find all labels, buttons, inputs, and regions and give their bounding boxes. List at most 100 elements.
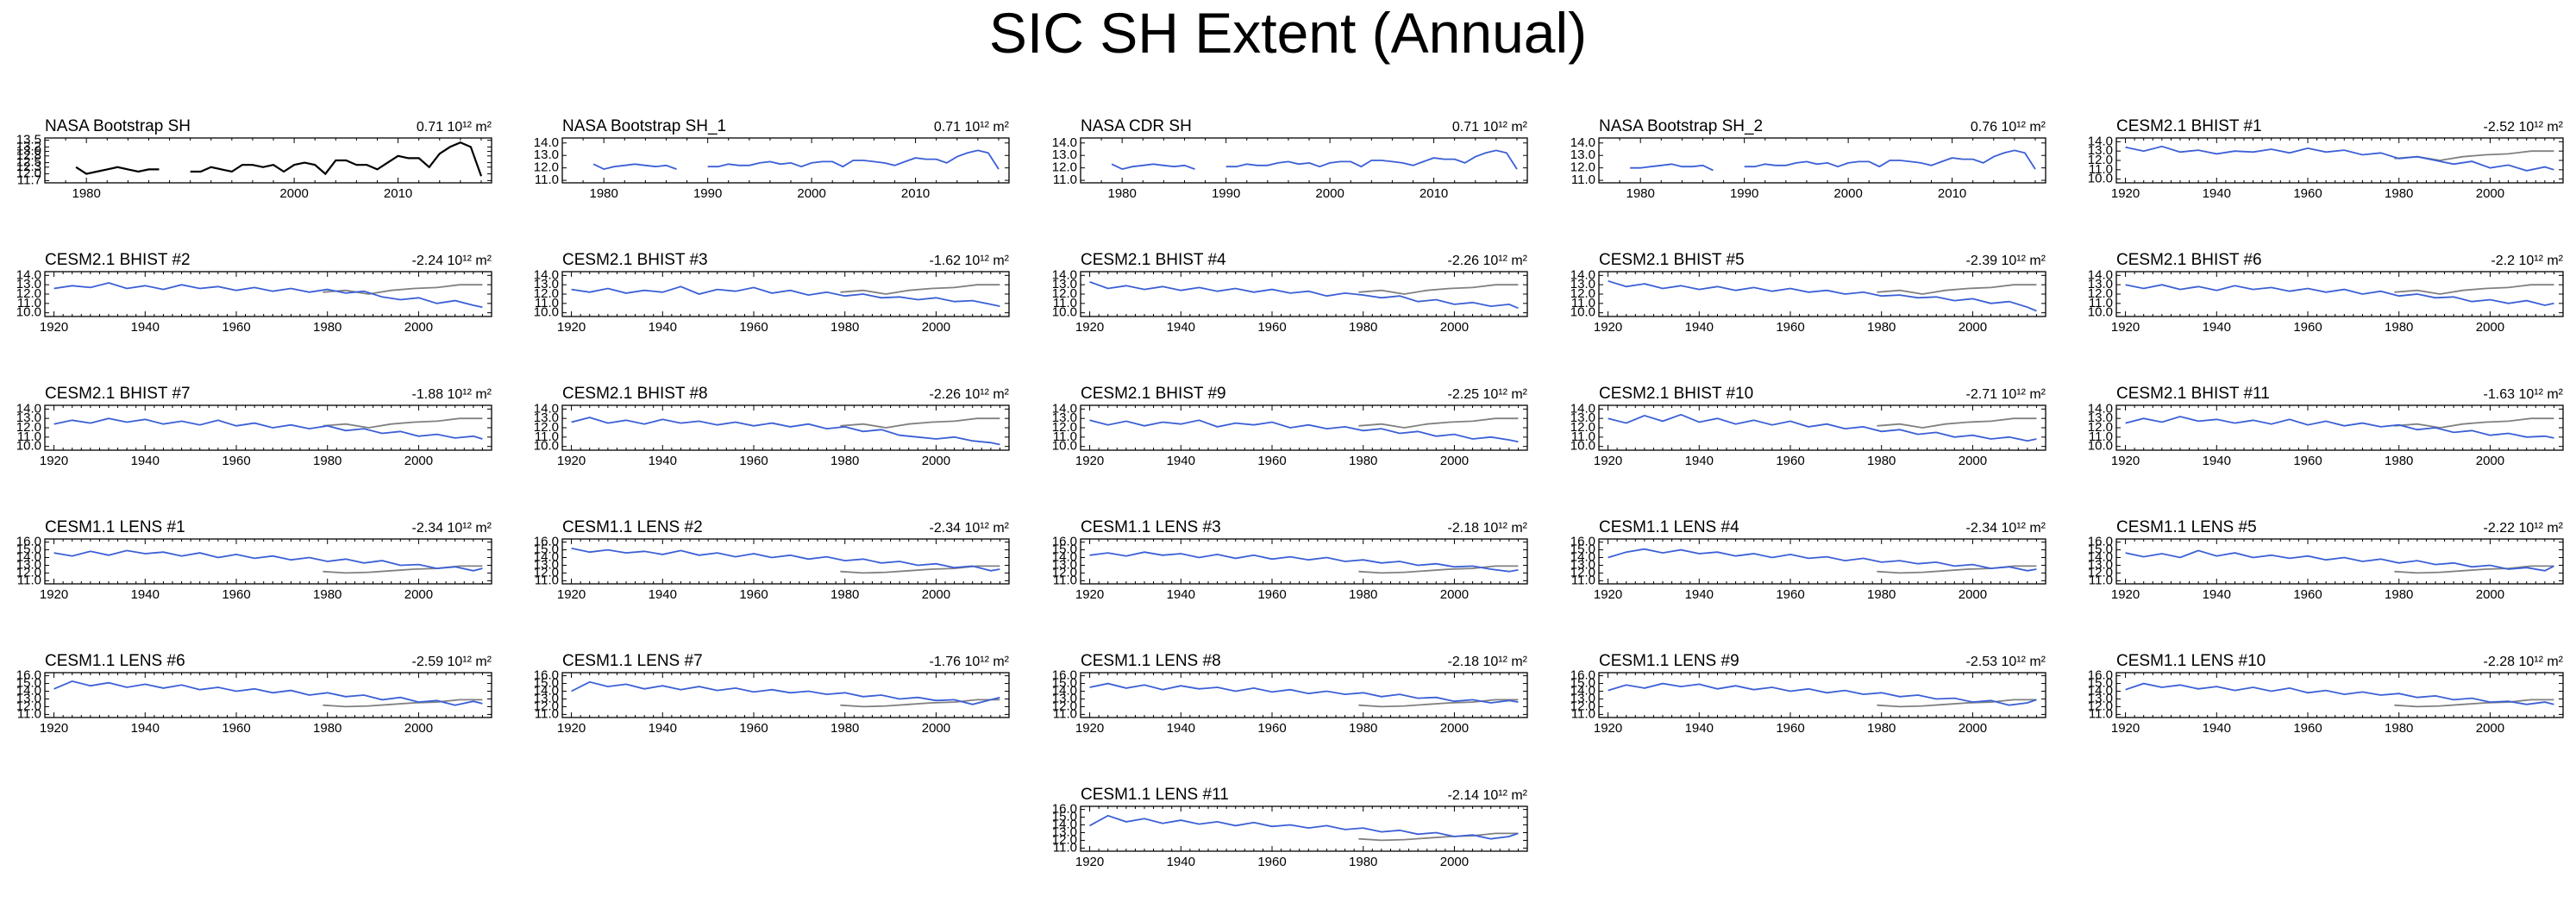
y-tick-label: 15.0 <box>1052 810 1077 824</box>
chart-panel: CESM2.1 BHIST #5 -2.39 10¹² m² 10.011.012.… <box>1570 251 2046 335</box>
y-tick-label: 11.0 <box>1053 429 1077 444</box>
y-tick-label: 13.0 <box>534 691 559 705</box>
y-tick-label: 13.0 <box>1570 410 1595 425</box>
x-tick-label: 1980 <box>1349 454 1377 468</box>
y-tick-label: 13.0 <box>1570 147 1595 162</box>
plot-frame <box>1598 538 2046 585</box>
y-tick-label: 11.0 <box>1053 706 1077 721</box>
y-tick-label: 12.0 <box>1570 286 1595 301</box>
model-series-line <box>53 282 483 309</box>
model-series-line <box>53 417 483 440</box>
y-tick-label: 16.0 <box>1052 535 1077 549</box>
y-tick-label: 16.0 <box>534 668 559 683</box>
x-tick-label: 2000 <box>404 721 433 736</box>
y-tick-label: 12.0 <box>534 699 559 713</box>
plot-frame <box>2115 538 2564 585</box>
plot-frame <box>1598 404 2046 451</box>
x-tick-label: 1980 <box>589 186 617 201</box>
panel-title: CESM1.1 LENS #9 <box>1599 652 1739 670</box>
panel-title: CESM2.1 BHIST #3 <box>562 251 708 269</box>
model-series-line <box>53 549 483 572</box>
chart-panel: CESM2.1 BHIST #11 -1.63 10¹² m² 10.011.012… <box>2088 385 2564 468</box>
model-series-line <box>592 163 677 171</box>
x-tick-label: 1980 <box>2385 587 2413 602</box>
panel-trend: -2.39 10¹² m² <box>1966 254 2046 268</box>
model-series-line <box>2125 284 2554 306</box>
x-tick-label: 1960 <box>222 721 250 736</box>
reference-series-line <box>1358 417 1519 429</box>
y-tick-label: 13.0 <box>16 277 41 291</box>
y-tick-label: 12.0 <box>16 286 41 301</box>
panel-title: CESM2.1 BHIST #7 <box>45 385 191 403</box>
y-tick-label: 13.0 <box>2088 410 2113 425</box>
x-tick-label: 1940 <box>131 587 160 602</box>
y-tick-label: 10.0 <box>2088 172 2113 186</box>
x-tick-label: 2000 <box>797 186 825 201</box>
plot-frame <box>1598 137 2046 184</box>
y-tick-label: 15.0 <box>16 676 41 691</box>
page-title: SIC SH Extent (Annual) <box>988 1 1588 65</box>
x-tick-label: 1980 <box>313 320 342 335</box>
panel-title: CESM1.1 LENS #5 <box>2116 518 2257 536</box>
y-tick-label: 15.0 <box>1570 676 1595 691</box>
y-tick-label: 10.0 <box>1052 439 1077 454</box>
x-tick-label: 1940 <box>131 454 160 468</box>
plot-frame <box>1080 137 1528 184</box>
plot-frame <box>2115 672 2564 718</box>
reference-series-line <box>323 284 483 295</box>
panel-trend: -1.76 10¹² m² <box>930 655 1010 669</box>
panel-trend: -2.14 10¹² m² <box>1448 788 1528 803</box>
y-tick-label: 16.0 <box>534 535 559 549</box>
x-tick-label: 1980 <box>1349 721 1377 736</box>
panel-title: CESM1.1 LENS #6 <box>45 652 185 670</box>
panel-trend: 0.71 10¹² m² <box>417 120 492 135</box>
x-tick-label: 1940 <box>1685 721 1714 736</box>
x-tick-label: 2000 <box>1440 587 1469 602</box>
panel-trend: -2.24 10¹² m² <box>412 254 492 268</box>
x-tick-label: 1980 <box>830 587 859 602</box>
reference-series-line <box>2394 699 2554 708</box>
x-tick-label: 1940 <box>1685 320 1714 335</box>
y-tick-label: 14.0 <box>16 401 41 416</box>
y-tick-label: 14.0 <box>1052 401 1077 416</box>
x-tick-label: 2000 <box>1315 186 1344 201</box>
y-tick-label: 11.0 <box>17 573 41 587</box>
y-tick-label: 12.0 <box>534 420 559 435</box>
x-tick-label: 1960 <box>1257 721 1286 736</box>
x-tick-label: 1920 <box>2111 587 2140 602</box>
y-tick-label: 12.0 <box>1052 699 1077 713</box>
plot-frame <box>561 538 1010 585</box>
panel-trend: 0.76 10¹² m² <box>1971 120 2046 135</box>
x-tick-label: 2000 <box>922 721 950 736</box>
observed-series-line <box>75 166 160 175</box>
x-tick-label: 1940 <box>1167 454 1195 468</box>
chart-panel: CESM1.1 LENS #1 -2.34 10¹² m² 11.012.013.0… <box>16 518 492 602</box>
y-tick-label: 12.0 <box>1052 420 1077 435</box>
reference-series-line <box>1877 284 2037 295</box>
panel-trend: -2.34 10¹² m² <box>930 521 1010 536</box>
y-tick-label: 10.0 <box>16 439 41 454</box>
x-tick-label: 1980 <box>1867 454 1896 468</box>
panel-title: CESM2.1 BHIST #2 <box>45 251 191 269</box>
y-tick-label: 12.0 <box>2088 153 2113 167</box>
panel-title: NASA Bootstrap SH_2 <box>1599 117 1763 135</box>
x-tick-label: 1980 <box>1626 186 1654 201</box>
plot-frame <box>1080 271 1528 317</box>
x-tick-label: 1920 <box>557 721 586 736</box>
y-tick-label: 11.0 <box>2089 429 2113 444</box>
chart-panel: CESM2.1 BHIST #2 -2.24 10¹² m² 10.011.012.… <box>16 251 492 335</box>
panel-title: CESM2.1 BHIST #10 <box>1599 385 1753 403</box>
panel-title: CESM1.1 LENS #3 <box>1081 518 1221 536</box>
chart-panel: CESM1.1 LENS #4 -2.34 10¹² m² 11.012.013.0… <box>1570 518 2046 602</box>
x-tick-label: 1960 <box>2293 454 2322 468</box>
x-tick-label: 1960 <box>1776 721 1804 736</box>
y-tick-label: 12.0 <box>534 286 559 301</box>
y-tick-label: 14.0 <box>1570 135 1595 150</box>
plot-frame <box>561 404 1010 451</box>
panel-title: CESM1.1 LENS #11 <box>1081 786 1229 804</box>
y-tick-label: 13.0 <box>1570 277 1595 291</box>
y-tick-label: 13.0 <box>2088 557 2113 572</box>
model-series-line <box>571 285 1000 307</box>
panel-trend: -2.18 10¹² m² <box>1448 521 1528 536</box>
